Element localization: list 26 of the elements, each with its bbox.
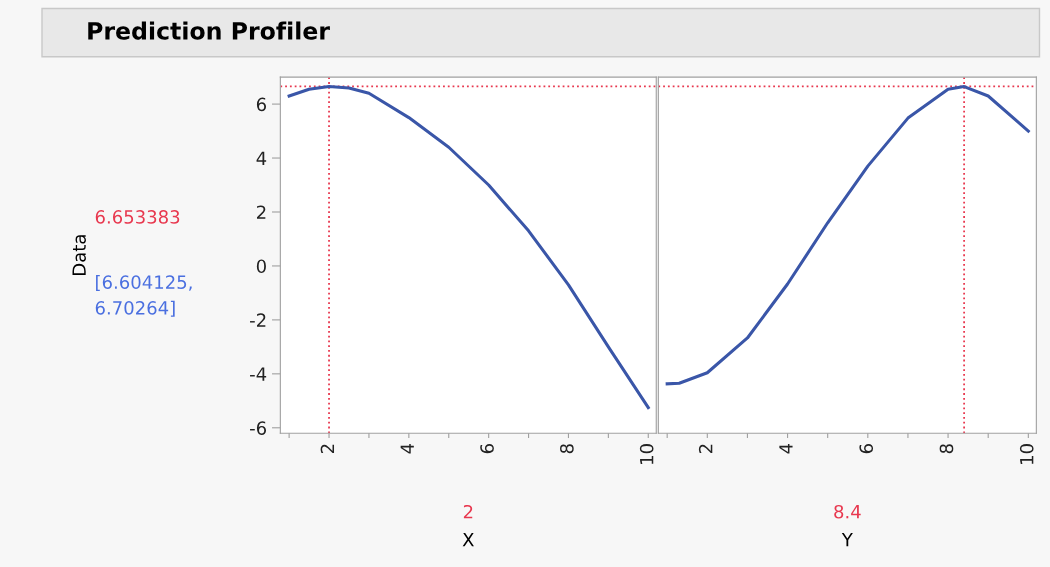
y-tick-label: 6 xyxy=(256,97,267,112)
y-tick-label: -2 xyxy=(250,313,266,327)
x-tick-label: 4 xyxy=(400,443,414,454)
x-tick-label: 4 xyxy=(779,443,793,454)
x-tick-label: 8 xyxy=(560,444,574,454)
x-tick-label: 6 xyxy=(480,444,494,454)
text: 8.4 xyxy=(834,504,861,519)
chart-title: Prediction Profiler xyxy=(88,21,330,40)
x-axis-title: X xyxy=(462,533,474,547)
x-tick-label: 2 xyxy=(698,444,713,454)
y-tick-label: 0 xyxy=(256,259,266,274)
y-tick-label: -4 xyxy=(250,367,267,381)
x-tick-label: 10 xyxy=(1019,444,1034,464)
x-tick-label: 2 xyxy=(320,444,335,454)
line-series xyxy=(287,85,650,410)
text: 2 xyxy=(463,504,473,519)
x-axis-title: Y xyxy=(841,533,853,547)
y-tick-label: 2 xyxy=(256,205,266,219)
y-tick-label: -6 xyxy=(250,421,267,435)
y-axis-title: Data xyxy=(72,235,86,275)
text: 6.653383 xyxy=(95,210,180,224)
x-tick-label: 10 xyxy=(639,444,654,464)
text: [6.604125, 6.70264] xyxy=(95,274,192,317)
x-tick-label: 6 xyxy=(859,444,874,454)
y-tick-label: 4 xyxy=(256,151,267,165)
x-tick-label: 8 xyxy=(939,444,954,454)
